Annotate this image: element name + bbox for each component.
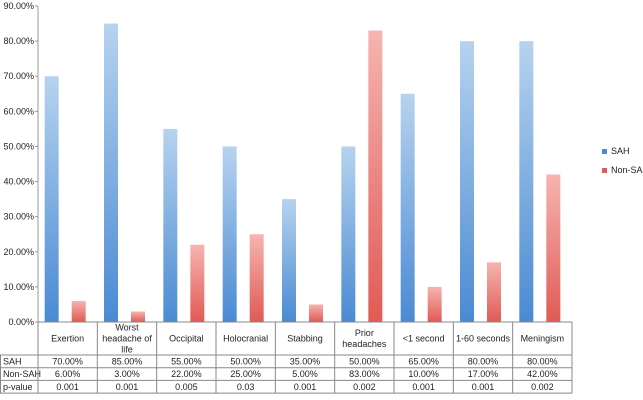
y-tick-label: 30.00%	[3, 212, 34, 222]
bar-sah	[282, 199, 296, 322]
table-cell: 3.00%	[114, 369, 140, 379]
table-row-label: p-value	[3, 382, 33, 392]
bar-sah	[460, 41, 474, 322]
table-cell: 80.00%	[468, 356, 499, 366]
category-label: Worst headache of life	[102, 323, 152, 355]
category-label: Occipital	[169, 334, 204, 344]
category-label: <1 second	[403, 334, 445, 344]
bar-sah	[341, 146, 356, 322]
table-cell: 0.001	[56, 382, 79, 392]
category-label: 1-60 seconds	[456, 334, 511, 344]
table-cell: 55.00%	[171, 356, 202, 366]
table-cell: 0.001	[472, 382, 495, 392]
table-cell: 50.00%	[349, 356, 380, 366]
table-cell: 0.002	[531, 382, 554, 392]
bar-non-sah	[249, 234, 264, 322]
bar-non-sah	[309, 304, 323, 322]
table-cell: 0.002	[353, 382, 376, 392]
category-label: Stabbing	[287, 334, 323, 344]
table-cell: 70.00%	[52, 356, 83, 366]
legend-swatch-sah	[602, 149, 607, 154]
table-cell: 35.00%	[290, 356, 321, 366]
legend-label-sah: SAH	[611, 146, 630, 156]
bar-non-sah	[131, 311, 145, 322]
bar-non-sah	[190, 244, 205, 322]
y-tick-label: 90.00%	[3, 1, 34, 11]
y-tick-label: 0.00%	[8, 317, 34, 327]
table-cell: 42.00%	[527, 369, 558, 379]
table-cell: 0.001	[412, 382, 435, 392]
table-cell: 0.03	[237, 382, 255, 392]
bar-non-sah	[427, 286, 442, 322]
table-cell: 5.00%	[292, 369, 318, 379]
bar-non-sah	[487, 262, 501, 322]
table-cell: 10.00%	[408, 369, 439, 379]
bar-non-sah	[71, 300, 86, 322]
table-cell: 0.001	[116, 382, 139, 392]
table-cell: 0.001	[294, 382, 317, 392]
table-cell: 85.00%	[112, 356, 143, 366]
bar-sah	[400, 93, 415, 323]
bar-sah	[519, 41, 534, 322]
y-tick-label: 60.00%	[3, 106, 34, 116]
table-cell: 0.005	[175, 382, 198, 392]
y-tick-label: 80.00%	[3, 36, 34, 46]
y-tick-label: 70.00%	[3, 71, 34, 81]
category-label: Prior headaches	[342, 328, 387, 349]
table-cell: 80.00%	[527, 356, 558, 366]
table-cell: 83.00%	[349, 369, 380, 379]
category-label: Exertion	[51, 334, 84, 344]
table-row-label: SAH	[3, 356, 22, 366]
bar-sah	[104, 23, 118, 323]
legend-label-non-sah: Non-SAH	[611, 165, 643, 175]
bar-non-sah	[368, 30, 383, 322]
bar-sah	[163, 128, 178, 322]
y-tick-label: 50.00%	[3, 141, 34, 151]
table-cell: 17.00%	[468, 369, 499, 379]
bar-sah	[44, 76, 59, 322]
table-cell: 50.00%	[230, 356, 261, 366]
table-cell: 25.00%	[230, 369, 261, 379]
bar-non-sah	[546, 174, 561, 322]
category-label: Meningism	[521, 334, 565, 344]
table-cell: 65.00%	[408, 356, 439, 366]
table-cell: 6.00%	[55, 369, 81, 379]
y-tick-label: 10.00%	[3, 282, 34, 292]
category-label: Holocranial	[223, 334, 268, 344]
legend-swatch-non-sah	[602, 168, 607, 173]
table-row-label: Non-SAH	[3, 369, 41, 379]
y-tick-label: 20.00%	[3, 247, 34, 257]
table-cell: 22.00%	[171, 369, 202, 379]
y-tick-label: 40.00%	[3, 177, 34, 187]
bar-sah	[222, 146, 237, 322]
